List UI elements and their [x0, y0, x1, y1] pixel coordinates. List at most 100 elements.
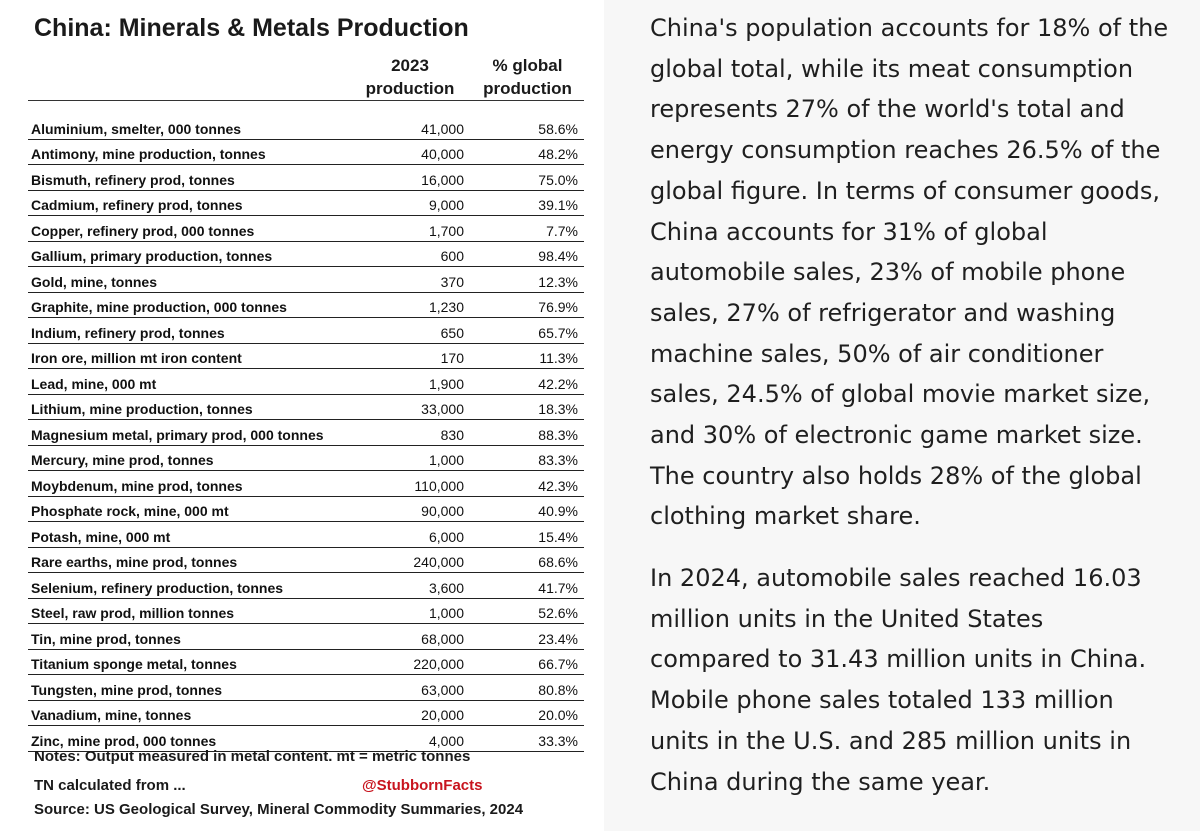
row-production: 63,000	[421, 681, 464, 698]
table-row: Potash, mine, 000 mt 6,000 15.4%	[28, 522, 584, 548]
row-production: 16,000	[421, 171, 464, 188]
row-production: 110,000	[414, 477, 464, 494]
table-row: Antimony, mine production, tonnes 40,000 4…	[28, 140, 584, 165]
table-image-panel: China: Minerals & Metals Production 2023…	[28, 14, 585, 818]
row-name: Indium, refinery prod, tonnes	[31, 324, 225, 341]
table-row: Lithium, mine production, tonnes 33,000 18…	[28, 395, 584, 420]
table-row: Aluminium, smelter, 000 tonnes 41,000 58.6…	[28, 114, 584, 140]
table-row: Phosphate rock, mine, 000 mt 90,000 40.9%	[28, 497, 584, 522]
table-row: Bismuth, refinery prod, tonnes 16,000 75.0…	[28, 165, 584, 191]
column-header-global-pct-line2: production	[483, 79, 572, 98]
row-global-pct: 75.0%	[538, 171, 578, 188]
row-name: Lithium, mine production, tonnes	[31, 401, 253, 417]
row-name: Magnesium metal, primary prod, 000 tonne…	[31, 426, 324, 443]
table-row: Zinc, mine prod, 000 tonnes 4,000 33.3%	[28, 726, 584, 752]
row-name: Phosphate rock, mine, 000 mt	[31, 503, 229, 519]
row-production: 1,700	[428, 222, 464, 239]
row-name: Vanadium, mine, tonnes	[31, 707, 192, 723]
row-production: 20,000	[421, 707, 464, 723]
row-global-pct: 23.4%	[538, 630, 578, 647]
row-name: Tungsten, mine prod, tonnes	[31, 681, 223, 698]
row-name: Gold, mine, tonnes	[31, 273, 158, 290]
row-global-pct: 41.7%	[538, 579, 578, 596]
row-name: Titanium sponge metal, tonnes	[31, 656, 237, 672]
row-production: 1,230	[428, 299, 464, 315]
table-notes: Notes: Output measured in metal content.…	[34, 748, 471, 765]
row-name: Steel, raw prod, million tonnes	[31, 605, 235, 621]
table-body: Aluminium, smelter, 000 tonnes 41,000 58.6…	[28, 114, 584, 752]
table-row: Lead, mine, 000 mt 1,900 42.2%	[28, 369, 584, 395]
table-row: Vanadium, mine, tonnes 20,000 20.0%	[28, 701, 584, 726]
column-header-production-line2: production	[365, 79, 455, 98]
row-global-pct: 20.0%	[538, 707, 578, 723]
row-global-pct: 39.1%	[538, 197, 578, 213]
article-panel: China's population accounts for 18% of t…	[604, 0, 1200, 831]
header-divider	[28, 100, 584, 101]
row-production: 170	[440, 350, 464, 366]
row-global-pct: 15.4%	[538, 528, 578, 545]
row-name: Cadmium, refinery prod, tonnes	[31, 197, 243, 213]
author-handle: @StubbornFacts	[362, 777, 483, 794]
calc-note: TN calculated from ...	[34, 777, 186, 794]
row-global-pct: 98.4%	[538, 248, 578, 264]
row-name: Iron ore, million mt iron content	[31, 350, 242, 366]
column-header-global-pct: % global production	[470, 54, 585, 100]
row-global-pct: 42.2%	[538, 375, 578, 392]
table-row: Gold, mine, tonnes 370 12.3%	[28, 267, 584, 293]
row-global-pct: 52.6%	[538, 605, 578, 621]
row-global-pct: 76.9%	[538, 299, 578, 315]
column-header-production-line1: 2023	[391, 56, 429, 75]
row-production: 9,000	[428, 197, 464, 213]
row-name: Zinc, mine prod, 000 tonnes	[31, 732, 217, 749]
table-row: Copper, refinery prod, 000 tonnes 1,700 7.…	[28, 216, 584, 242]
row-name: Gallium, primary production, tonnes	[31, 248, 273, 264]
row-name: Potash, mine, 000 mt	[31, 528, 171, 545]
row-production: 68,000	[421, 630, 464, 647]
table-row: Gallium, primary production, tonnes 600 98…	[28, 242, 584, 267]
row-global-pct: 58.6%	[538, 120, 578, 137]
row-name: Mercury, mine prod, tonnes	[31, 452, 214, 468]
row-global-pct: 83.3%	[538, 452, 578, 468]
row-global-pct: 42.3%	[538, 477, 578, 494]
row-name: Bismuth, refinery prod, tonnes	[31, 171, 235, 188]
article-paragraph-2: In 2024, automobile sales reached 16.03 …	[650, 564, 1147, 796]
row-production: 3,600	[428, 579, 464, 596]
row-name: Copper, refinery prod, 000 tonnes	[31, 222, 255, 239]
row-production: 1,000	[428, 452, 464, 468]
table-row: Moybdenum, mine prod, tonnes 110,000 42.3%	[28, 471, 584, 497]
table-row: Selenium, refinery production, tonnes 3,6…	[28, 573, 584, 599]
row-name: Selenium, refinery production, tonnes	[31, 579, 284, 596]
row-production: 90,000	[421, 503, 464, 519]
table-source: Source: US Geological Survey, Mineral Co…	[34, 801, 524, 818]
row-global-pct: 48.2%	[538, 146, 578, 162]
row-name: Aluminium, smelter, 000 tonnes	[31, 120, 242, 137]
table-row: Graphite, mine production, 000 tonnes 1,2…	[28, 293, 584, 318]
table-row: Titanium sponge metal, tonnes 220,000 66.7…	[28, 650, 584, 675]
table-row: Cadmium, refinery prod, tonnes 9,000 39.1%	[28, 191, 584, 216]
table-row: Iron ore, million mt iron content 170 11.3…	[28, 344, 584, 369]
row-global-pct: 7.7%	[546, 222, 578, 239]
row-global-pct: 12.3%	[538, 273, 578, 290]
row-name: Tin, mine prod, tonnes	[31, 630, 181, 647]
row-production: 1,900	[428, 375, 464, 392]
row-production: 220,000	[413, 656, 464, 672]
row-name: Antimony, mine production, tonnes	[31, 146, 266, 162]
article-paragraph-1: China's population accounts for 18% of t…	[650, 14, 1169, 531]
row-production: 240,000	[413, 554, 464, 570]
row-name: Graphite, mine production, 000 tonnes	[31, 299, 287, 315]
table-row: Indium, refinery prod, tonnes 650 65.7%	[28, 318, 584, 344]
table-title: China: Minerals & Metals Production	[34, 14, 469, 42]
table-row: Magnesium metal, primary prod, 000 tonne…	[28, 420, 584, 446]
table-row: Steel, raw prod, million tonnes 1,000 52.6…	[28, 599, 584, 624]
row-global-pct: 18.3%	[538, 401, 578, 417]
row-name: Moybdenum, mine prod, tonnes	[31, 477, 243, 494]
table-row: Rare earths, mine prod, tonnes 240,000 68.…	[28, 548, 584, 573]
row-global-pct: 80.8%	[538, 681, 578, 698]
row-global-pct: 65.7%	[538, 324, 578, 341]
table-row: Mercury, mine prod, tonnes 1,000 83.3%	[28, 446, 584, 471]
row-global-pct: 68.6%	[538, 554, 578, 570]
row-global-pct: 88.3%	[538, 426, 578, 443]
column-header-production: 2023 production	[355, 54, 465, 100]
row-production: 6,000	[428, 528, 464, 545]
row-global-pct: 66.7%	[538, 656, 578, 672]
